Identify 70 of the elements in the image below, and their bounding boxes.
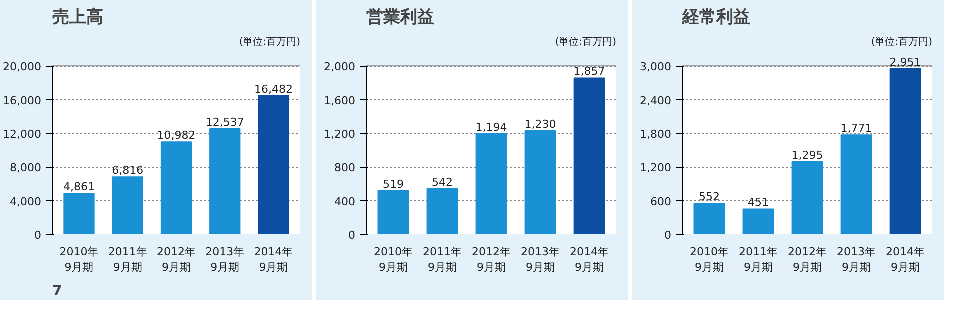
y-tick-label: 0 bbox=[664, 229, 672, 242]
text: 7 bbox=[52, 284, 62, 300]
x-tick-label: 2010年 9月期 bbox=[690, 246, 729, 274]
bar bbox=[840, 134, 872, 234]
bar bbox=[160, 142, 192, 234]
y-tick-label: 400 bbox=[334, 195, 356, 208]
y-tick-label: 2,000 bbox=[324, 60, 356, 74]
y-tick-label: 0 bbox=[34, 229, 42, 242]
chart-title: 売上高 bbox=[52, 8, 104, 28]
data-label: 552 bbox=[698, 190, 720, 204]
y-tick-label: 4,000 bbox=[10, 195, 42, 208]
y-tick-label: 0 bbox=[348, 229, 356, 242]
bar bbox=[742, 208, 774, 234]
y-tick-label: 12,000 bbox=[3, 128, 42, 141]
chart-title: 営業利益 bbox=[366, 8, 434, 28]
x-tick-label: 2013年 9月期 bbox=[837, 246, 876, 274]
bar bbox=[476, 134, 508, 234]
data-label: 10,982 bbox=[157, 129, 196, 142]
bar bbox=[112, 176, 144, 234]
y-tick-label: 3,000 bbox=[640, 60, 672, 74]
x-tick-label: 2014年 9月期 bbox=[886, 246, 926, 274]
data-label: 4,861 bbox=[64, 180, 95, 194]
x-tick-label: 2013年 9月期 bbox=[206, 246, 245, 274]
bar bbox=[524, 130, 556, 234]
y-tick-label: 1,200 bbox=[324, 128, 356, 141]
x-tick-label: 2011年 9月期 bbox=[422, 246, 462, 274]
data-label: 1,857 bbox=[574, 65, 606, 78]
data-label: 1,194 bbox=[476, 121, 508, 134]
y-tick-label: 2,400 bbox=[640, 94, 672, 108]
y-tick-label: 16,000 bbox=[3, 94, 42, 108]
data-label: 12,537 bbox=[206, 116, 244, 129]
data-label: 451 bbox=[748, 196, 769, 210]
y-tick-label: 20,000 bbox=[3, 60, 42, 74]
bar bbox=[792, 161, 824, 234]
x-tick-label: 2012年 9月期 bbox=[157, 246, 196, 274]
data-label: 542 bbox=[432, 176, 453, 189]
y-tick-label: 800 bbox=[334, 162, 356, 175]
chart-subtitle: (単位:百万円) bbox=[555, 36, 617, 48]
x-tick-label: 2011年 9月期 bbox=[108, 246, 148, 274]
x-tick-label: 2012年 9月期 bbox=[472, 246, 512, 274]
bar bbox=[890, 68, 922, 234]
data-label: 1,295 bbox=[792, 148, 824, 162]
chart-subtitle: (単位:百万円) bbox=[239, 36, 301, 48]
x-tick-label: 2010年 9月期 bbox=[60, 246, 99, 274]
bar bbox=[64, 193, 95, 234]
bar bbox=[426, 188, 458, 234]
x-tick-label: 2011年 9月期 bbox=[738, 246, 778, 274]
bar bbox=[210, 128, 241, 234]
data-label: 1,230 bbox=[524, 118, 556, 131]
y-tick-label: 1,600 bbox=[324, 94, 356, 108]
data-label: 519 bbox=[382, 178, 404, 191]
bar bbox=[694, 203, 726, 234]
bar bbox=[258, 95, 290, 234]
x-tick-label: 2012年 9月期 bbox=[788, 246, 828, 274]
chart-subtitle: (単位:百万円) bbox=[871, 36, 933, 48]
bar bbox=[378, 190, 410, 234]
y-tick-label: 600 bbox=[650, 195, 672, 208]
x-tick-label: 2014年 9月期 bbox=[570, 246, 610, 274]
x-tick-label: 2010年 9月期 bbox=[374, 246, 413, 274]
data-label: 1,771 bbox=[840, 122, 872, 136]
x-tick-label: 2013年 9月期 bbox=[521, 246, 560, 274]
x-tick-label: 2014年 9月期 bbox=[254, 246, 294, 274]
data-label: 6,816 bbox=[112, 164, 144, 178]
bar bbox=[574, 78, 606, 234]
y-tick-label: 8,000 bbox=[10, 162, 42, 175]
y-tick-label: 1,800 bbox=[640, 128, 672, 141]
chart-title: 経常利益 bbox=[682, 8, 750, 28]
data-label: 2,951 bbox=[890, 56, 922, 69]
y-tick-label: 1,200 bbox=[640, 162, 672, 175]
data-label: 16,482 bbox=[254, 82, 294, 96]
